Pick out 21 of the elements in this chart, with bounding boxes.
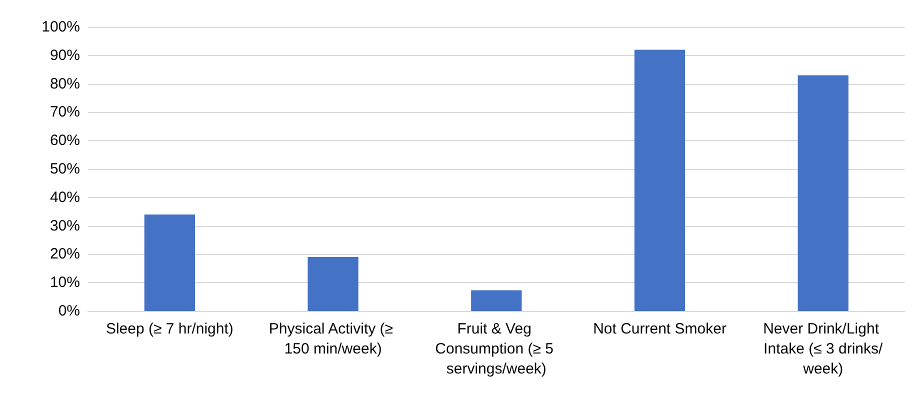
x-tick-label: Physical Activity (≥ 150 min/week) — [268, 320, 398, 358]
y-tick-label: 0% — [58, 302, 80, 320]
y-tick-label: 30% — [50, 217, 80, 234]
y-tick-label: 50% — [50, 160, 80, 178]
x-tick-label: Never Drink/Light Intake (≤ 3 drinks/week) — [763, 320, 884, 378]
bar — [634, 50, 686, 311]
y-tick-label: 10% — [50, 274, 80, 292]
x-tick-label: Fruit & Veg Consumption (≥ 5 servings/week) — [435, 320, 558, 378]
bar — [471, 290, 522, 311]
y-tick-label: 90% — [50, 46, 80, 64]
x-tick-label: Not Current Smoker — [593, 320, 726, 338]
y-tick-label: 100% — [42, 18, 80, 36]
bar — [144, 214, 195, 311]
y-tick-label: 60% — [50, 132, 80, 150]
y-tick-label: 70% — [50, 104, 80, 121]
bar — [308, 257, 358, 311]
y-tick-label: 20% — [50, 246, 80, 263]
y-tick-label: 40% — [50, 188, 80, 206]
y-tick-label: 80% — [50, 75, 80, 92]
bar — [798, 75, 848, 311]
x-tick-label: Sleep (≥ 7 hr/night) — [106, 320, 234, 338]
